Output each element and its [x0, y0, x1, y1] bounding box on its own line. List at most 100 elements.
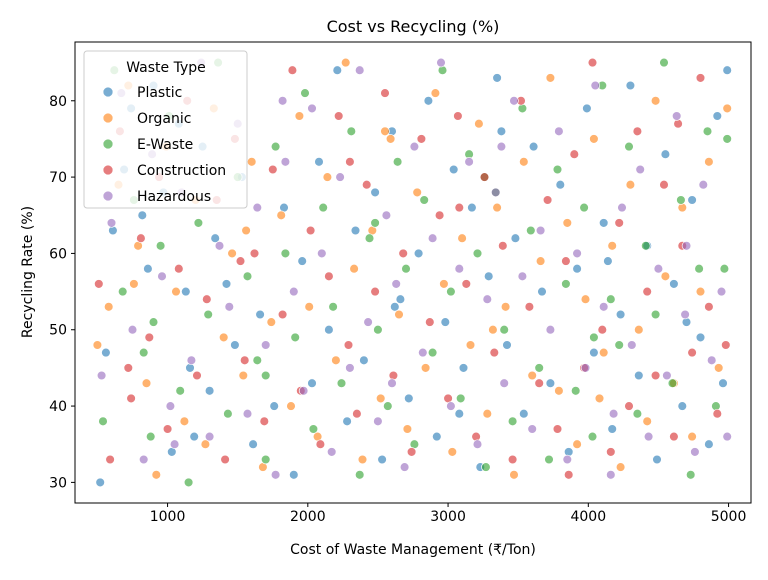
data-point — [439, 279, 449, 289]
data-point — [364, 233, 375, 243]
data-point — [653, 263, 664, 274]
y-tick-label: 70 — [49, 170, 67, 186]
data-point — [552, 424, 563, 434]
data-point — [307, 103, 317, 114]
data-point — [430, 88, 441, 98]
data-point — [457, 233, 467, 243]
data-point — [434, 210, 445, 221]
data-point — [242, 271, 253, 282]
data-point — [634, 370, 644, 381]
legend-label: E-Waste — [137, 137, 193, 153]
legend-item: Hazardous — [102, 189, 211, 205]
data-point — [509, 96, 519, 106]
data-point — [277, 96, 288, 106]
data-point — [677, 401, 688, 411]
data-point — [624, 401, 634, 411]
data-point — [590, 80, 601, 91]
data-point — [650, 309, 661, 320]
data-point — [502, 340, 512, 350]
data-point — [380, 126, 390, 137]
data-point — [345, 157, 355, 167]
data-point — [597, 324, 608, 335]
data-point — [687, 347, 697, 358]
data-point — [527, 424, 537, 434]
data-point — [704, 439, 714, 449]
data-point — [189, 431, 199, 442]
data-point — [454, 202, 465, 213]
data-point — [186, 355, 197, 366]
data-point — [138, 454, 149, 465]
data-point — [589, 347, 599, 358]
data-point — [510, 233, 521, 243]
data-point — [174, 263, 184, 274]
legend-items: Plastic Organic E-Waste Construction Hazardo… — [102, 85, 226, 205]
data-point — [482, 408, 493, 419]
x-tick-label: 5000 — [711, 509, 747, 525]
data-point — [455, 393, 466, 404]
plot-frame — [74, 41, 752, 504]
data-point — [685, 470, 696, 480]
data-point — [290, 332, 300, 343]
data-point — [390, 302, 400, 312]
data-point — [695, 286, 706, 297]
data-point — [606, 470, 616, 480]
data-point — [361, 179, 372, 190]
data-point — [277, 309, 288, 320]
data-point — [220, 454, 230, 465]
data-point — [667, 378, 678, 388]
data-point — [266, 317, 277, 327]
data-point — [598, 218, 609, 228]
data-point — [223, 408, 233, 419]
data-point — [660, 149, 671, 159]
data-point — [221, 279, 232, 289]
data-point — [423, 96, 434, 106]
data-point — [519, 157, 529, 167]
data-point — [248, 439, 258, 449]
data-point — [401, 263, 411, 274]
data-point — [280, 157, 291, 167]
data-point — [607, 424, 617, 434]
data-point — [157, 271, 167, 282]
data-point — [615, 309, 626, 320]
data-point — [695, 332, 706, 343]
data-point — [126, 393, 136, 404]
data-point — [419, 195, 429, 205]
data-point — [589, 134, 599, 144]
data-point — [625, 179, 636, 190]
data-point — [614, 218, 624, 228]
x-tick-label: 4000 — [570, 509, 606, 525]
data-point — [331, 355, 341, 366]
data-point — [587, 431, 598, 442]
data-point — [151, 470, 162, 480]
data-point — [98, 416, 108, 427]
data-point — [544, 454, 554, 465]
data-point — [381, 210, 392, 221]
data-point — [545, 73, 556, 83]
y-tick-label: 40 — [49, 399, 67, 415]
data-point — [695, 73, 706, 83]
data-point — [249, 248, 260, 259]
data-point — [117, 286, 128, 297]
data-point — [690, 447, 700, 457]
data-point — [704, 157, 714, 167]
data-point — [354, 65, 365, 75]
legend-marker — [102, 112, 114, 124]
data-point — [572, 439, 582, 449]
data-point — [416, 134, 427, 144]
data-point — [373, 324, 383, 335]
data-point — [669, 431, 679, 442]
legend-marker — [102, 164, 114, 176]
data-point — [94, 279, 104, 289]
series-e-waste — [98, 57, 732, 488]
data-point — [722, 65, 732, 75]
data-point — [238, 370, 249, 381]
data-point — [294, 111, 305, 121]
data-point — [608, 408, 619, 419]
x-tick-label: 1000 — [150, 509, 186, 525]
data-point — [298, 386, 309, 396]
data-point — [210, 233, 220, 243]
data-point — [554, 386, 564, 396]
data-point — [535, 256, 546, 266]
data-point — [662, 370, 672, 381]
data-point — [103, 302, 114, 312]
